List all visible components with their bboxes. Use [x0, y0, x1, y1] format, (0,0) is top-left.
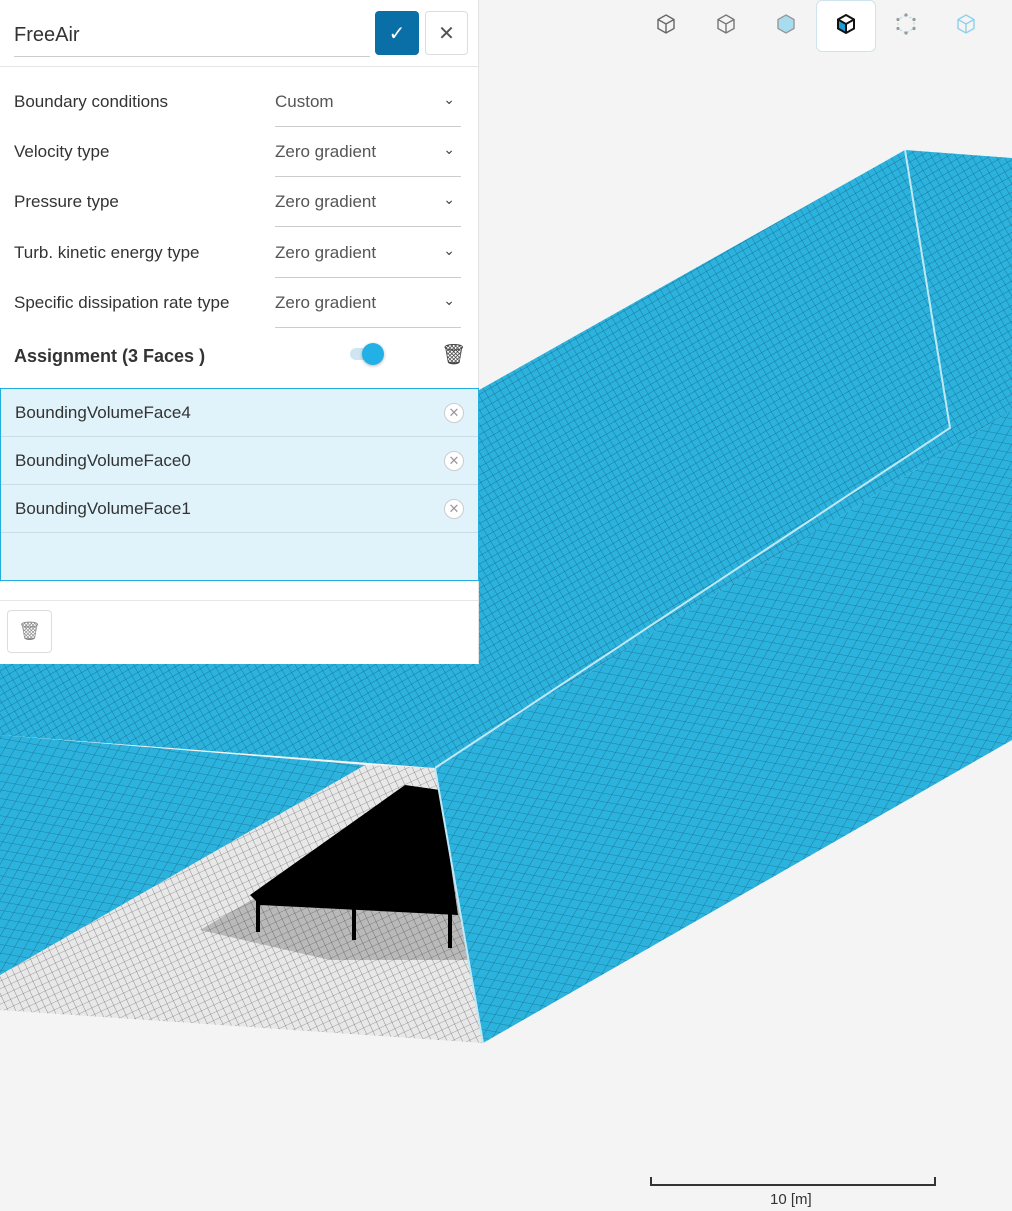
view-button-3[interactable] — [756, 0, 816, 52]
chevron-down-icon: ⌄ — [443, 91, 455, 107]
front-face-mesh — [435, 410, 1012, 1043]
select-value: Zero gradient — [275, 293, 377, 312]
assignment-heading: Assignment (3 Faces ) — [14, 346, 206, 366]
view-button-2[interactable] — [696, 0, 756, 52]
chevron-down-icon: ⌄ — [443, 242, 455, 258]
chevron-down-icon: ⌄ — [443, 292, 455, 308]
boundary-conditions-select[interactable]: Custom ⌄ — [275, 77, 461, 127]
view-button-5[interactable] — [876, 0, 936, 52]
clear-assignment-trash-icon[interactable]: 🗑 — [441, 344, 467, 366]
cube-selected-face-icon — [834, 12, 858, 41]
sdr-type-select[interactable]: Zero gradient ⌄ — [275, 278, 461, 328]
cube-plain-icon — [714, 12, 738, 41]
velocity-type-field: Velocity type Zero gradient ⌄ — [14, 127, 464, 177]
sdr-type-field: Specific dissipation rate type Zero gradi… — [14, 278, 464, 328]
left-wall-mesh — [0, 735, 365, 975]
cube-wireframe-icon — [954, 12, 978, 41]
close-button[interactable]: ✕ — [425, 11, 468, 55]
cube-outline-icon — [654, 12, 678, 41]
field-label: Turb. kinetic energy type — [14, 243, 200, 262]
divider — [0, 600, 479, 601]
face-name: BoundingVolumeFace1 — [15, 499, 191, 518]
cube-points-icon — [894, 12, 918, 41]
select-value: Zero gradient — [275, 243, 377, 262]
list-item[interactable]: BoundingVolumeFace1 ✕ — [1, 485, 478, 533]
field-label: Pressure type — [14, 192, 119, 211]
pressure-type-select[interactable]: Zero gradient ⌄ — [275, 177, 461, 227]
view-button-6[interactable] — [936, 0, 996, 52]
select-value: Zero gradient — [275, 142, 377, 161]
remove-icon[interactable]: ✕ — [444, 499, 464, 519]
select-value: Zero gradient — [275, 192, 377, 211]
tke-type-select[interactable]: Zero gradient ⌄ — [275, 228, 461, 278]
chevron-down-icon: ⌄ — [443, 141, 455, 157]
remove-icon[interactable]: ✕ — [444, 451, 464, 471]
boundary-conditions-field: Boundary conditions Custom ⌄ — [14, 77, 464, 127]
field-label: Specific dissipation rate type — [14, 293, 230, 312]
remove-icon[interactable]: ✕ — [444, 403, 464, 423]
building-model — [250, 785, 458, 915]
field-label: Velocity type — [14, 142, 110, 161]
list-item[interactable]: BoundingVolumeFace4 ✕ — [1, 389, 478, 437]
velocity-type-select[interactable]: Zero gradient ⌄ — [275, 127, 461, 177]
close-icon: ✕ — [438, 22, 455, 45]
assignment-toggle[interactable] — [350, 343, 384, 365]
boundary-condition-panel: ✓ ✕ Boundary conditions Custom ⌄ Velocity … — [0, 0, 479, 664]
cube-solid-icon — [774, 12, 798, 41]
field-label: Boundary conditions — [14, 92, 169, 111]
chevron-down-icon: ⌄ — [443, 191, 455, 207]
select-value: Custom — [275, 92, 334, 111]
delete-button[interactable]: 🗑 — [7, 610, 52, 653]
view-toolbar — [636, 0, 996, 52]
face-name: BoundingVolumeFace4 — [15, 403, 191, 422]
pressure-type-field: Pressure type Zero gradient ⌄ — [14, 177, 464, 227]
confirm-button[interactable]: ✓ — [375, 11, 419, 55]
name-input[interactable] — [14, 14, 370, 57]
face-name: BoundingVolumeFace0 — [15, 451, 191, 470]
check-icon: ✓ — [388, 22, 406, 45]
tke-type-field: Turb. kinetic energy type Zero gradient ⌄ — [14, 228, 464, 278]
scale-bar — [650, 1177, 936, 1186]
scale-bar-label: 10 [m] — [770, 1191, 812, 1208]
trash-icon: 🗑 — [18, 621, 41, 641]
assignment-list[interactable]: BoundingVolumeFace4 ✕ BoundingVolumeFace0… — [0, 388, 479, 581]
list-item[interactable]: BoundingVolumeFace0 ✕ — [1, 437, 478, 485]
view-button-4[interactable] — [816, 0, 876, 52]
view-button-1[interactable] — [636, 0, 696, 52]
